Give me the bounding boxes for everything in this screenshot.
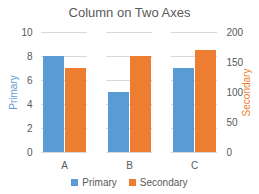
svg-text:0: 0 [27,147,33,158]
svg-text:6: 6 [27,75,33,86]
svg-text:150: 150 [227,57,244,68]
svg-text:100: 100 [226,86,244,98]
svg-text:Primary: Primary [8,75,19,109]
html-text:Column on Two Axes: Column on Two Axes [68,5,191,20]
svg-text:B: B [126,160,133,171]
svg-text:200: 200 [227,27,244,38]
svg-text:C: C [191,160,198,171]
html-text:Primary: Primary [82,176,117,188]
svg-text:Secondary: Secondary [241,69,252,117]
svg-text:50: 50 [227,117,239,128]
svg-text:2: 2 [27,123,33,134]
svg-text:A: A [61,160,68,171]
svg-text:10: 10 [21,27,33,38]
svg-text:0: 0 [227,147,233,158]
html-text:Secondary: Secondary [139,176,188,188]
svg-text:4: 4 [27,99,33,110]
svg-text:8: 8 [27,51,33,62]
